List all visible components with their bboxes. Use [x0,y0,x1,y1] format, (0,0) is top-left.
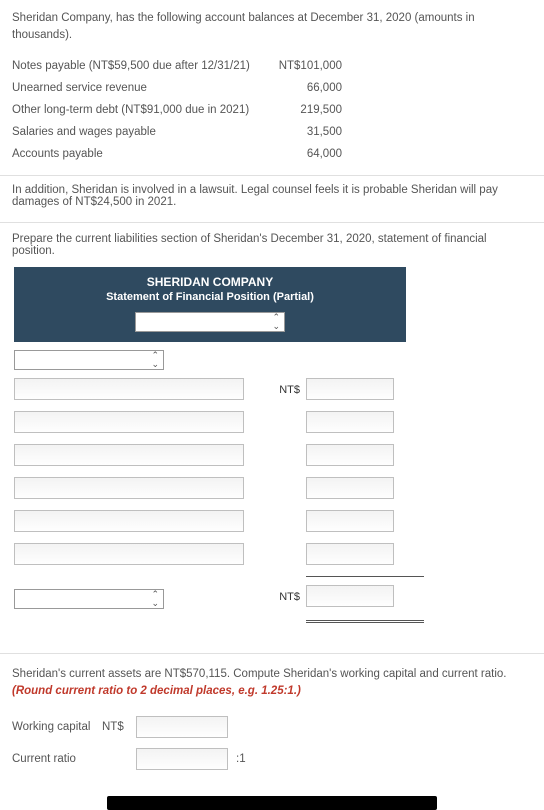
balance-value: 66,000 [252,82,342,94]
statement-body: ⌃⌄ NT$ [14,350,424,623]
balance-value: 219,500 [252,104,342,116]
prepare-instruction: Prepare the current liabilities section … [12,233,532,257]
total-rule [306,622,424,623]
line-item-input-3[interactable] [14,444,244,466]
subtotal-rule [306,576,424,577]
current-ratio-label: Current ratio [12,753,102,765]
line-item-input-1[interactable] [14,378,244,400]
lawsuit-note: In addition, Sheridan is involved in a l… [0,176,544,223]
balance-label: Accounts payable [12,148,252,160]
problem-intro: Sheridan Company, has the following acco… [12,10,532,45]
total-amount-input[interactable] [306,585,394,607]
balance-label: Salaries and wages payable [12,126,252,138]
q2-instruction: Sheridan's current assets are NT$570,115… [12,666,532,701]
balance-label: Other long-term debt (NT$91,000 due in 2… [12,104,252,116]
currency-label: NT$ [102,721,136,733]
table-row: Unearned service revenue 66,000 [12,77,532,99]
q2-text-plain: Sheridan's current assets are NT$570,115… [12,668,506,680]
table-row: Accounts payable 64,000 [12,143,532,165]
line-amount-input-2[interactable] [306,411,394,433]
balance-value: 31,500 [252,126,342,138]
line-amount-input-3[interactable] [306,444,394,466]
balance-value: NT$101,000 [252,60,342,72]
working-capital-label: Working capital [12,721,102,733]
line-amount-input-4[interactable] [306,477,394,499]
ratio-suffix: :1 [236,753,246,765]
line-amount-input-6[interactable] [306,543,394,565]
statement-date-select[interactable]: ⌃⌄ [135,312,285,332]
section-heading-select[interactable]: ⌃⌄ [14,350,164,370]
chevron-updown-icon: ⌃⌄ [272,313,280,331]
line-item-input-6[interactable] [14,543,244,565]
table-row: Salaries and wages payable 31,500 [12,121,532,143]
table-row: Other long-term debt (NT$91,000 due in 2… [12,99,532,121]
line-amount-input-5[interactable] [306,510,394,532]
company-name: SHERIDAN COMPANY [14,275,406,289]
total-label-select[interactable]: ⌃⌄ [14,589,164,609]
statement-header: SHERIDAN COMPANY Statement of Financial … [14,267,406,342]
line-item-input-4[interactable] [14,477,244,499]
balance-label: Notes payable (NT$59,500 due after 12/31… [12,60,252,72]
balance-label: Unearned service revenue [12,82,252,94]
chevron-updown-icon: ⌃⌄ [151,351,159,369]
footer-bar [107,796,437,810]
balance-value: 64,000 [252,148,342,160]
currency-label: NT$ [272,384,306,396]
total-rule [306,618,424,621]
chevron-updown-icon: ⌃⌄ [151,590,159,608]
line-item-input-5[interactable] [14,510,244,532]
current-ratio-input[interactable] [136,748,228,770]
currency-label: NT$ [272,591,306,603]
statement-subtitle: Statement of Financial Position (Partial… [14,291,406,303]
table-row: Notes payable (NT$59,500 due after 12/31… [12,55,532,77]
line-item-input-2[interactable] [14,411,244,433]
line-amount-input-1[interactable] [306,378,394,400]
balances-table: Notes payable (NT$59,500 due after 12/31… [12,55,532,165]
q2-text-hint: (Round current ratio to 2 decimal places… [12,685,301,697]
working-capital-input[interactable] [136,716,228,738]
